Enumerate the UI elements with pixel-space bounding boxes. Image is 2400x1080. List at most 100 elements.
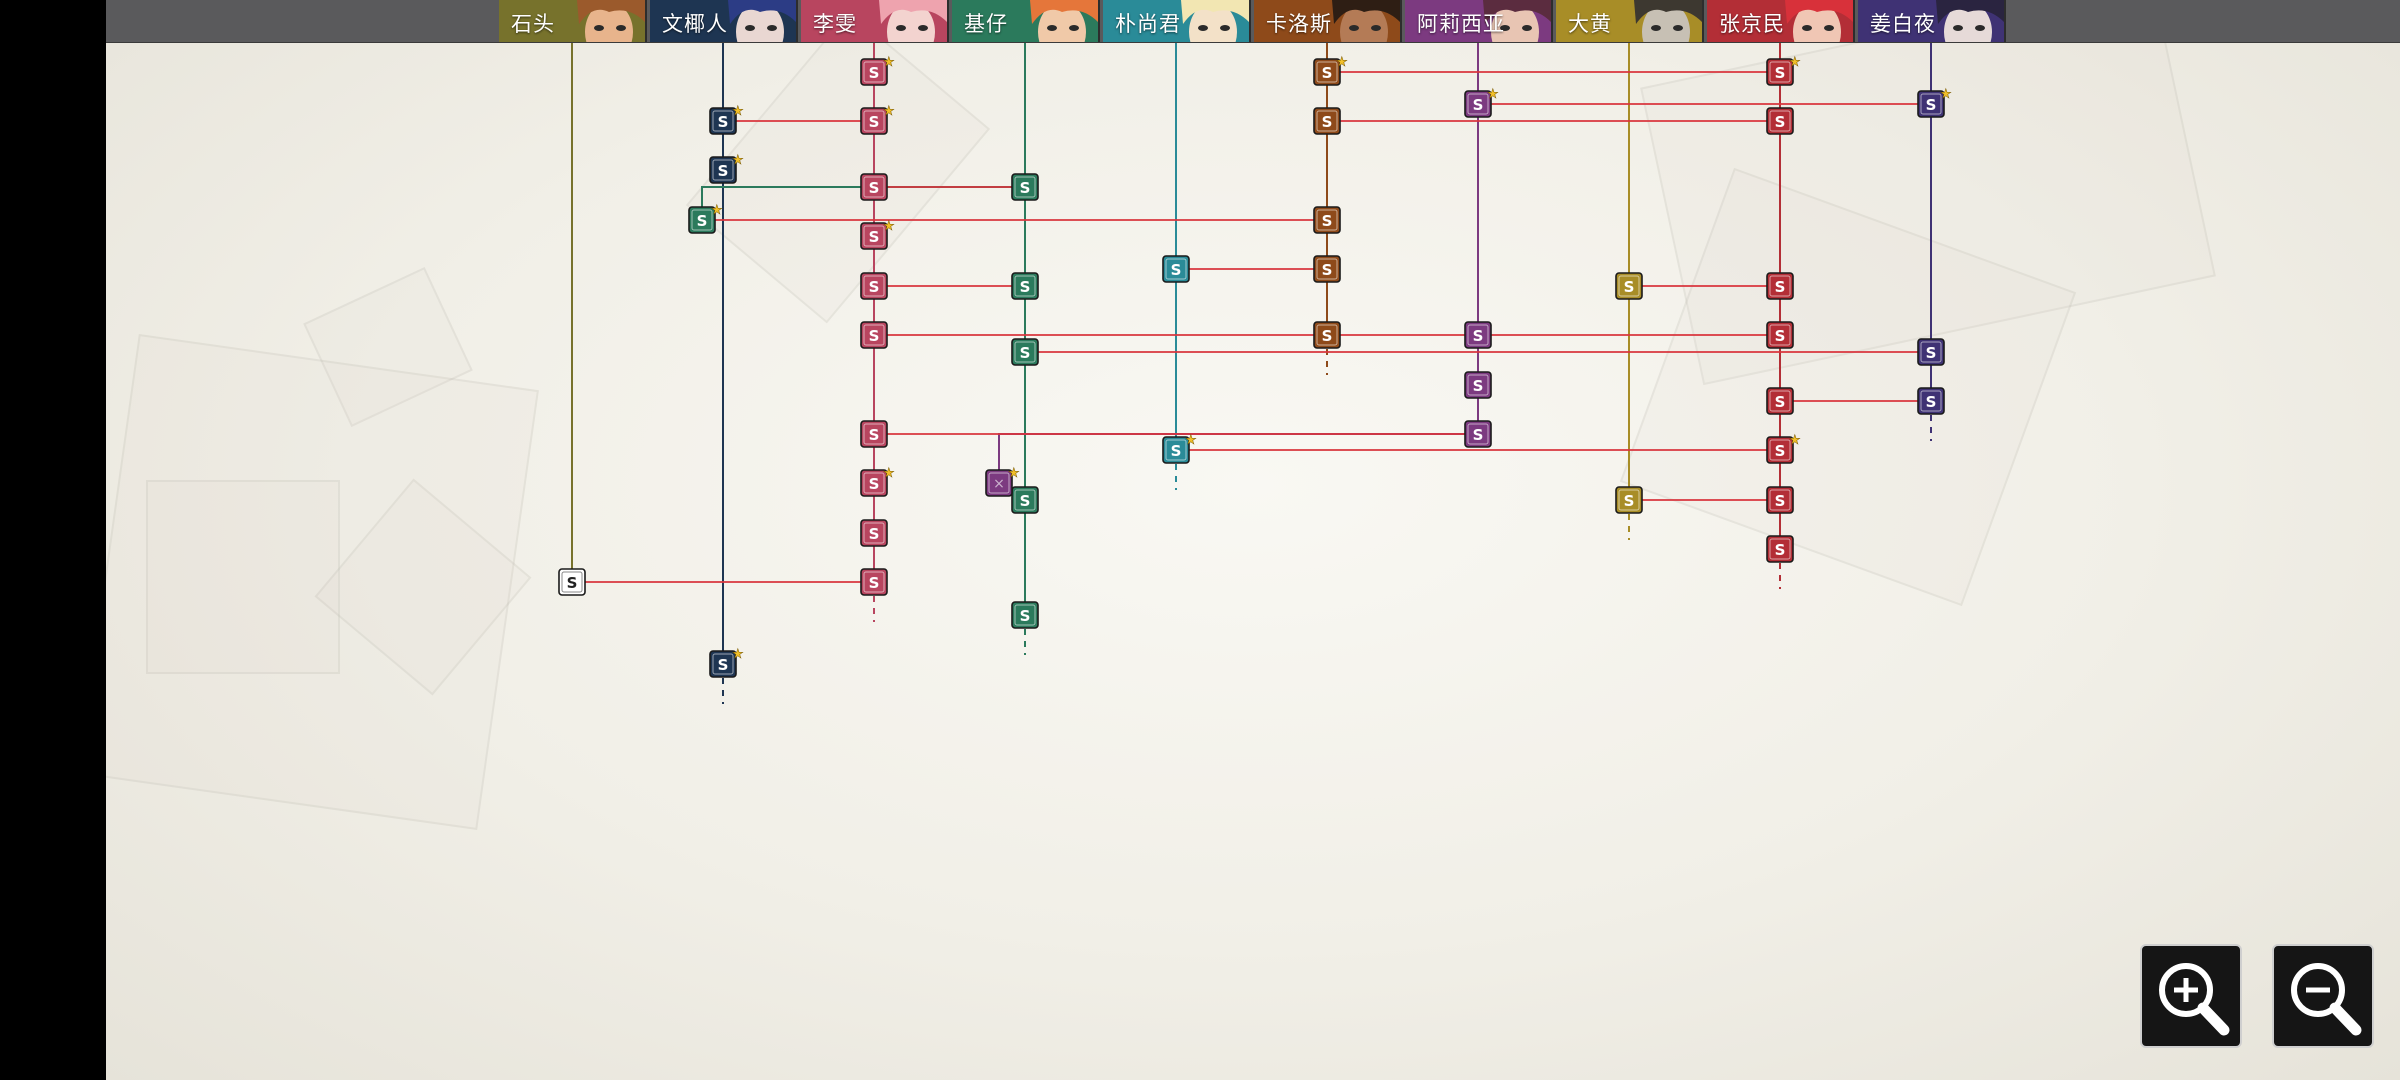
character-tab-7[interactable]: 大黄 (1556, 0, 1704, 42)
scene-node-label: S (1473, 426, 1484, 444)
scene-node[interactable]: S (1313, 255, 1341, 283)
star-icon: ★ (1185, 433, 1197, 448)
star-icon: ★ (732, 647, 744, 662)
zoom-in-icon (2159, 963, 2230, 1036)
character-tab-0[interactable]: 石头 (499, 0, 647, 42)
character-tab-label: 卡洛斯 (1266, 12, 1332, 36)
character-portrait (728, 0, 796, 42)
star-icon: ★ (883, 55, 895, 70)
scene-node-label: S (1473, 96, 1484, 114)
scene-node[interactable]: S★ (1162, 433, 1197, 464)
scene-node[interactable]: S (558, 568, 586, 596)
scene-node-label: S (1624, 278, 1635, 296)
scene-node[interactable]: S (1313, 321, 1341, 349)
scene-node[interactable]: S★ (860, 55, 895, 86)
character-tab-label: 文椰人 (662, 12, 728, 36)
scene-node[interactable]: S (1011, 338, 1039, 366)
scene-node[interactable]: S★ (860, 104, 895, 135)
scene-node[interactable]: S (1766, 535, 1794, 563)
scene-node[interactable]: S (860, 420, 888, 448)
scene-node-label: S (1020, 278, 1031, 296)
scene-node[interactable]: S (1917, 338, 1945, 366)
scene-node[interactable]: S (1464, 321, 1492, 349)
character-tab-9[interactable]: 姜白夜 (1858, 0, 2006, 42)
scene-node-label: S (1775, 278, 1786, 296)
star-icon: ★ (1336, 55, 1348, 70)
scene-node-label: S (1322, 64, 1333, 82)
scene-node[interactable]: S (860, 321, 888, 349)
locked-node-icon: × (993, 476, 1005, 492)
scene-node[interactable]: S (1162, 255, 1190, 283)
scene-node[interactable]: S (1464, 420, 1492, 448)
scene-node[interactable]: S (1011, 486, 1039, 514)
character-tab-5[interactable]: 卡洛斯 (1254, 0, 1402, 42)
character-tab-3[interactable]: 基仔 (952, 0, 1100, 42)
scene-node[interactable]: S (1766, 321, 1794, 349)
scene-node[interactable]: S★ (1766, 55, 1801, 86)
background-square (146, 480, 340, 674)
scene-node[interactable]: S★ (709, 153, 744, 184)
character-tab-2[interactable]: 李雯 (801, 0, 949, 42)
scene-node[interactable]: S (1464, 371, 1492, 399)
scene-node-label: S (1473, 377, 1484, 395)
scene-node[interactable]: S (1011, 173, 1039, 201)
character-tab-6[interactable]: 阿莉西亚 (1405, 0, 1553, 42)
scene-node[interactable]: S (1615, 486, 1643, 514)
scene-node[interactable]: S (1615, 272, 1643, 300)
scene-node[interactable]: S★ (688, 203, 723, 234)
star-icon: ★ (1008, 466, 1020, 481)
scene-node-label: S (718, 113, 729, 131)
character-tab-label: 朴尚君 (1115, 12, 1181, 36)
star-icon: ★ (1940, 87, 1952, 102)
zoom-out-icon (2291, 963, 2362, 1036)
scene-node[interactable]: S (1011, 272, 1039, 300)
scene-node-label: S (1322, 327, 1333, 345)
scene-node-label: S (869, 278, 880, 296)
character-tab-label: 基仔 (964, 12, 1008, 36)
scene-node-label: S (869, 475, 880, 493)
scene-node[interactable]: S (860, 272, 888, 300)
scene-node[interactable]: S★ (1917, 87, 1952, 118)
scene-node[interactable]: S★ (709, 104, 744, 135)
scene-node[interactable]: S (1917, 387, 1945, 415)
scene-node-label: S (1775, 64, 1786, 82)
scene-node[interactable]: S★ (860, 219, 895, 250)
character-tab-label: 李雯 (813, 12, 857, 36)
scene-node[interactable]: S (1313, 107, 1341, 135)
scene-node-label: S (1775, 492, 1786, 510)
scene-node[interactable]: S★ (860, 466, 895, 497)
zoom-in-button[interactable] (2140, 944, 2242, 1048)
scene-node-label: S (869, 179, 880, 197)
scene-node-label: S (1020, 607, 1031, 625)
zoom-out-button[interactable] (2272, 944, 2374, 1048)
character-tab-label: 石头 (511, 12, 555, 36)
scene-node[interactable]: S (860, 173, 888, 201)
scene-node[interactable]: S★ (1313, 55, 1348, 86)
scene-node[interactable]: ×★ (985, 466, 1020, 497)
scene-node[interactable]: S (1766, 486, 1794, 514)
scene-node-label: S (869, 525, 880, 543)
story-flowchart-area[interactable]: S ★ S ★ S S ★ S S S S ★ S S S ★ S ★ S ★ S S ★ S S S S S S ★ S ★ S S S S S ★ S S… (106, 0, 2400, 1080)
character-tab-label: 张京民 (1719, 12, 1785, 36)
scene-node[interactable]: S (860, 568, 888, 596)
scene-node-label: S (1322, 212, 1333, 230)
character-tab-1[interactable]: 文椰人 (650, 0, 798, 42)
scene-node-label: S (1473, 327, 1484, 345)
scene-node[interactable]: S (1313, 206, 1341, 234)
scene-node[interactable]: S★ (709, 647, 744, 678)
scene-node-label: S (1926, 393, 1937, 411)
scene-node[interactable]: S★ (1464, 87, 1499, 118)
scene-node[interactable]: S (1011, 601, 1039, 629)
character-tab-4[interactable]: 朴尚君 (1103, 0, 1251, 42)
scene-node[interactable]: S★ (1766, 433, 1801, 464)
character-portrait (577, 0, 645, 42)
scene-node[interactable]: S (1766, 107, 1794, 135)
character-portrait (1181, 0, 1249, 42)
star-icon: ★ (732, 153, 744, 168)
scene-node[interactable]: S (1766, 272, 1794, 300)
scene-node[interactable]: S (1766, 387, 1794, 415)
character-tab-8[interactable]: 张京民 (1707, 0, 1855, 42)
scene-node[interactable]: S (860, 519, 888, 547)
character-portrait (1030, 0, 1098, 42)
star-icon: ★ (1487, 87, 1499, 102)
